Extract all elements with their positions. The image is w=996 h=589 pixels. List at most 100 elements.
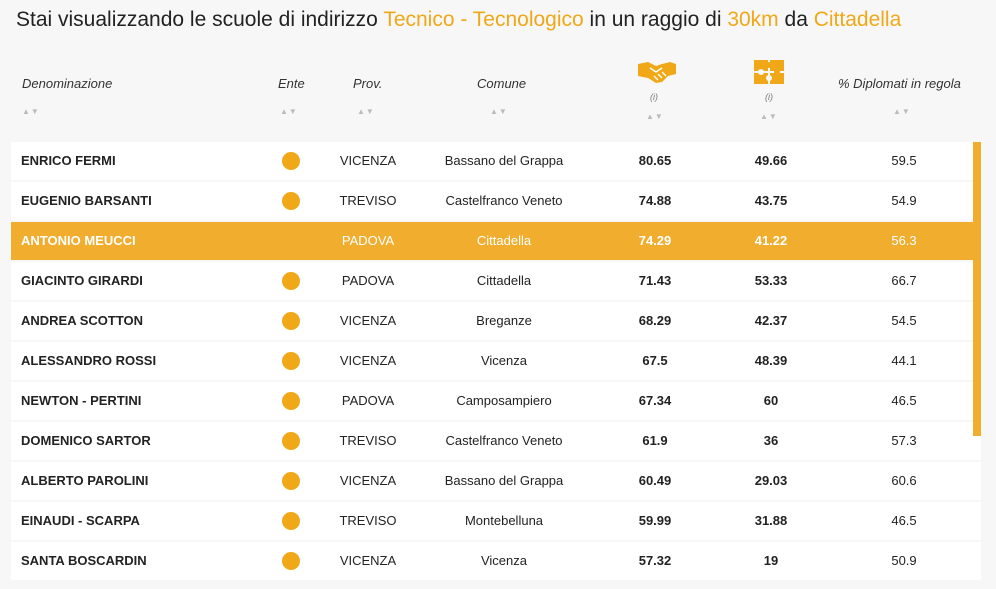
province: PADOVA bbox=[341, 233, 395, 248]
value-col2: 49.66 bbox=[754, 153, 788, 168]
province: VICENZA bbox=[339, 553, 397, 568]
value-col2: 19 bbox=[763, 553, 779, 568]
value-col1: 71.43 bbox=[638, 273, 672, 288]
ente-dot-icon bbox=[282, 311, 300, 330]
header-prov[interactable]: Prov. bbox=[353, 76, 383, 91]
diplomati-percent: 44.1 bbox=[891, 353, 917, 368]
school-name[interactable]: ANTONIO MEUCCI bbox=[21, 233, 136, 248]
value-col2: 60 bbox=[763, 393, 779, 408]
value-col2: 31.88 bbox=[754, 513, 788, 528]
province: TREVISO bbox=[339, 433, 397, 448]
comune: Bassano del Grappa bbox=[444, 473, 564, 488]
page-title: Stai visualizzando le scuole di indirizz… bbox=[16, 8, 901, 32]
ente-dot-icon bbox=[282, 191, 300, 210]
value-col2: 41.22 bbox=[754, 233, 788, 248]
diplomati-percent: 60.6 bbox=[891, 473, 917, 488]
sort-diplomati-icon[interactable]: ▲▼ bbox=[893, 107, 911, 116]
diplomati-percent: 54.5 bbox=[891, 313, 917, 328]
province: VICENZA bbox=[339, 473, 397, 488]
ente-cell bbox=[282, 342, 300, 380]
table-row[interactable]: GIACINTO GIRARDI PADOVA Cittadella 71.43 53.… bbox=[11, 262, 981, 300]
ente-cell bbox=[282, 422, 300, 460]
scrollbar[interactable] bbox=[973, 142, 981, 436]
school-name[interactable]: EINAUDI - SCARPA bbox=[21, 513, 140, 528]
title-middle: in un raggio di bbox=[583, 8, 728, 31]
ente-dot-icon bbox=[282, 471, 300, 490]
ente-dot-icon bbox=[282, 271, 300, 290]
school-name[interactable]: GIACINTO GIRARDI bbox=[21, 273, 143, 288]
header-ente[interactable]: Ente bbox=[278, 76, 305, 91]
school-name[interactable]: SANTA BOSCARDIN bbox=[21, 553, 147, 568]
table-row[interactable]: EUGENIO BARSANTI TREVISO Castelfranco Vene… bbox=[11, 182, 981, 220]
handshake-icon bbox=[638, 62, 676, 83]
sort-col2-icon[interactable]: ▲▼ bbox=[760, 112, 778, 121]
value-col1: 67.34 bbox=[638, 393, 672, 408]
value-col2: 42.37 bbox=[754, 313, 788, 328]
comune: Camposampiero bbox=[456, 393, 552, 408]
header-comune[interactable]: Comune bbox=[477, 76, 527, 91]
table-row[interactable]: ANDREA SCOTTON VICENZA Breganze 68.29 42.37 5… bbox=[11, 302, 981, 340]
diplomati-percent: 46.5 bbox=[891, 393, 917, 408]
value-col1: 59.99 bbox=[638, 513, 672, 528]
province: VICENZA bbox=[339, 153, 397, 168]
value-col1: 61.9 bbox=[642, 433, 668, 448]
province: PADOVA bbox=[341, 393, 395, 408]
comune: Montebelluna bbox=[464, 513, 544, 528]
value-col2: 53.33 bbox=[754, 273, 788, 288]
table-row[interactable]: ENRICO FERMI VICENZA Bassano del Grappa 80.… bbox=[11, 142, 981, 180]
value-col1: 57.32 bbox=[638, 553, 672, 568]
school-name[interactable]: ALESSANDRO ROSSI bbox=[21, 353, 157, 368]
sort-denominazione-icon[interactable]: ▲▼ bbox=[22, 107, 40, 116]
diplomati-percent: 57.3 bbox=[891, 433, 917, 448]
table-row[interactable]: EINAUDI - SCARPA TREVISO Montebelluna 59.99… bbox=[11, 502, 981, 540]
table-row[interactable]: DOMENICO SARTOR TREVISO Castelfranco Venet… bbox=[11, 422, 981, 460]
province: TREVISO bbox=[339, 193, 397, 208]
value-col1: 74.29 bbox=[638, 233, 672, 248]
value-col1: 74.88 bbox=[638, 193, 672, 208]
comune: Castelfranco Veneto bbox=[445, 433, 563, 448]
header-denominazione[interactable]: Denominazione bbox=[22, 76, 113, 91]
school-name[interactable]: NEWTON - PERTINI bbox=[21, 393, 142, 408]
value-col2: 43.75 bbox=[754, 193, 788, 208]
title-citta: Cittadella bbox=[813, 8, 902, 31]
sort-ente-icon[interactable]: ▲▼ bbox=[280, 107, 298, 116]
header-diplomati[interactable]: % Diplomati in regola bbox=[838, 76, 961, 91]
province: VICENZA bbox=[339, 353, 397, 368]
comune: Cittadella bbox=[476, 233, 532, 248]
ente-cell bbox=[282, 462, 300, 500]
table-row[interactable]: ANTONIO MEUCCI PADOVA Cittadella 74.29 41.22… bbox=[11, 222, 981, 260]
ente-cell bbox=[282, 382, 300, 420]
info-col2[interactable]: (i) bbox=[765, 92, 773, 102]
school-name[interactable]: ALBERTO PAROLINI bbox=[21, 473, 149, 488]
ente-cell bbox=[282, 502, 300, 540]
table-row[interactable]: NEWTON - PERTINI PADOVA Camposampiero 67.34… bbox=[11, 382, 981, 420]
table-header: Denominazione ▲▼ Ente ▲▼ Prov. ▲▼ Comune… bbox=[0, 60, 996, 132]
comune: Castelfranco Veneto bbox=[445, 193, 563, 208]
value-col2: 36 bbox=[763, 433, 779, 448]
comune: Cittadella bbox=[476, 273, 532, 288]
school-name[interactable]: EUGENIO BARSANTI bbox=[21, 193, 152, 208]
table-row[interactable]: ALBERTO PAROLINI VICENZA Bassano del Grapp… bbox=[11, 462, 981, 500]
sort-col1-icon[interactable]: ▲▼ bbox=[646, 112, 664, 121]
table-row[interactable]: SANTA BOSCARDIN VICENZA Vicenza 57.32 19 50.9 bbox=[11, 542, 981, 580]
ente-dot-icon bbox=[282, 151, 300, 170]
diplomati-percent: 66.7 bbox=[891, 273, 917, 288]
title-raggio: 30km bbox=[727, 8, 779, 31]
sort-prov-icon[interactable]: ▲▼ bbox=[357, 107, 375, 116]
comune: Vicenza bbox=[480, 353, 527, 368]
table-row[interactable]: ALESSANDRO ROSSI VICENZA Vicenza 67.5 48.39 4… bbox=[11, 342, 981, 380]
province: PADOVA bbox=[341, 273, 395, 288]
school-name[interactable]: DOMENICO SARTOR bbox=[21, 433, 151, 448]
sort-comune-icon[interactable]: ▲▼ bbox=[490, 107, 508, 116]
value-col1: 80.65 bbox=[638, 153, 672, 168]
ente-cell bbox=[282, 262, 300, 300]
ente-cell bbox=[282, 182, 300, 220]
info-col1[interactable]: (i) bbox=[650, 92, 658, 102]
school-name[interactable]: ENRICO FERMI bbox=[21, 153, 116, 168]
school-name[interactable]: ANDREA SCOTTON bbox=[21, 313, 144, 328]
results-table: ENRICO FERMI VICENZA Bassano del Grappa 80.… bbox=[11, 142, 981, 582]
ente-cell bbox=[282, 222, 300, 260]
comune: Bassano del Grappa bbox=[444, 153, 564, 168]
value-col1: 68.29 bbox=[638, 313, 672, 328]
ente-dot-icon bbox=[282, 391, 300, 410]
